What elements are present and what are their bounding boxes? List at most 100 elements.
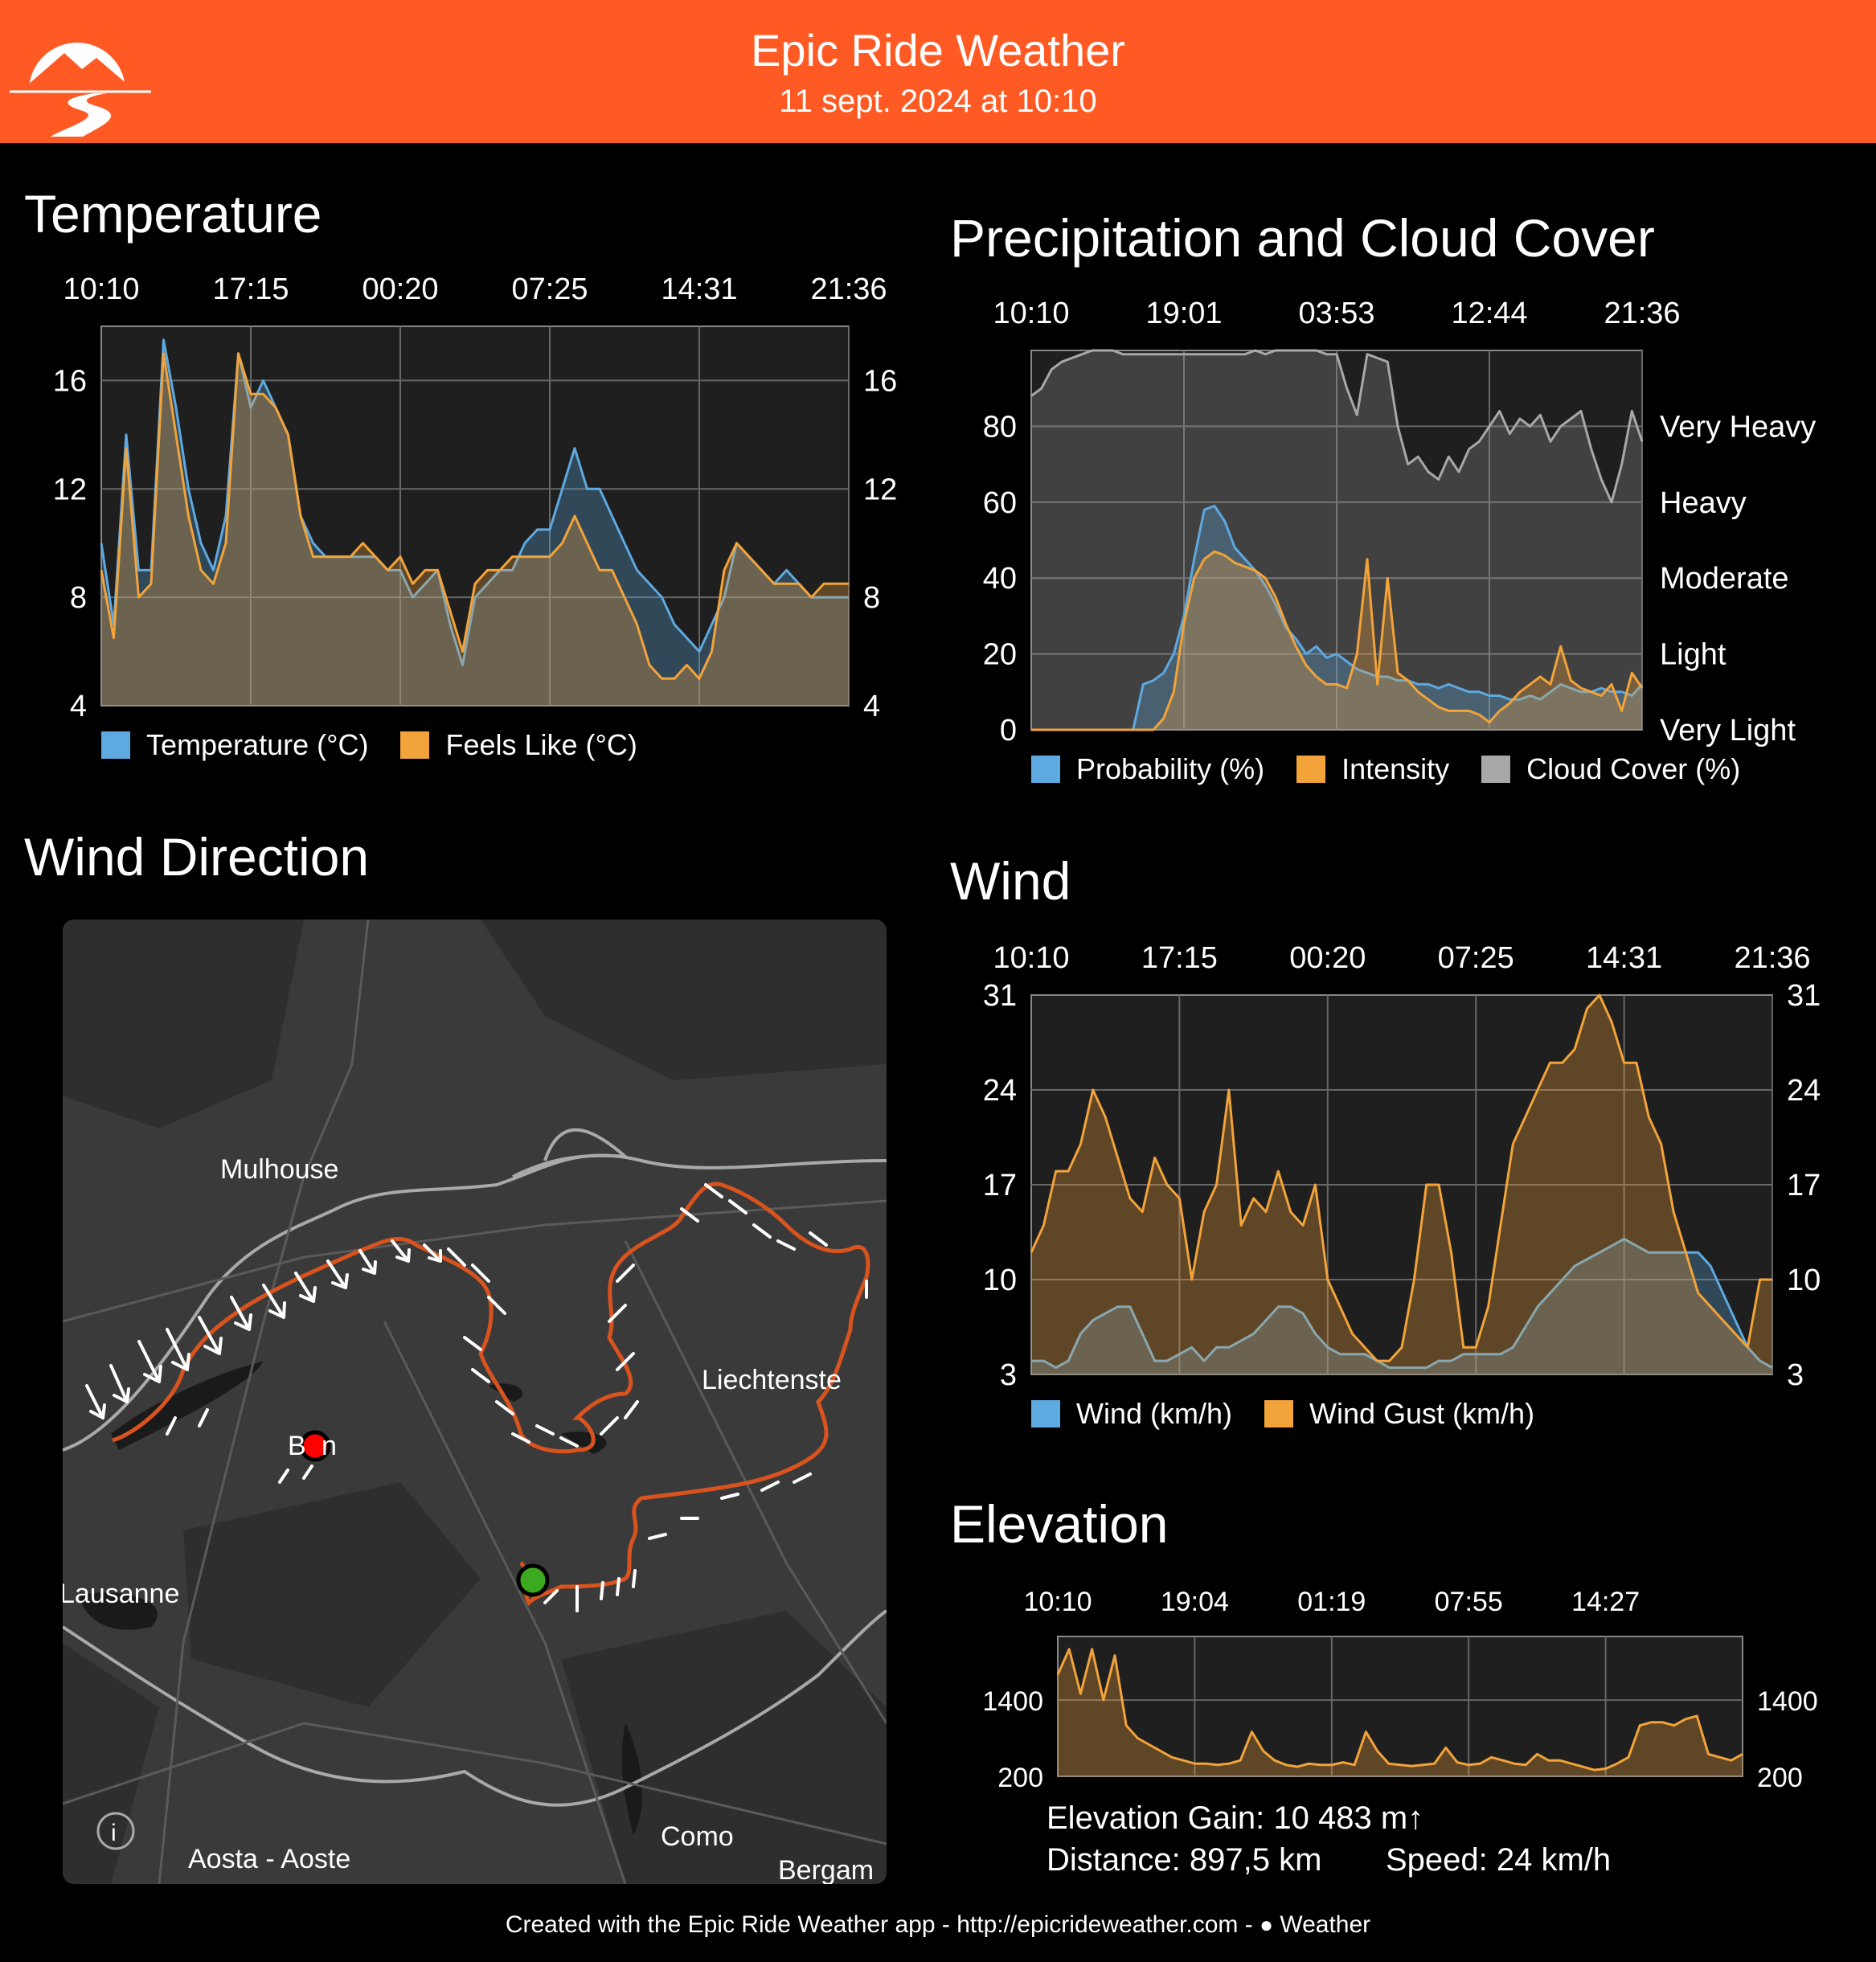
road-network	[63, 920, 887, 1884]
distance: Distance: 897,5 km	[1047, 1842, 1322, 1878]
wind-series-line	[1030, 993, 1772, 1362]
temperature-y-tick-label: 8	[70, 581, 87, 615]
map-canvas: Mulhouse Liechtenste B n Lausanne Aosta …	[63, 920, 887, 1884]
footer-text: Created with the Epic Ride Weather app -…	[505, 1911, 1260, 1938]
legend-swatch-blue	[1031, 1400, 1060, 1427]
elevation-y-tick-label-right: 1400	[1757, 1686, 1818, 1717]
route-line	[112, 1182, 870, 1607]
temperature-y-tick-label: 12	[53, 473, 87, 506]
legend-swatch-orange	[1296, 756, 1326, 783]
wind-y-tick-label-right: 31	[1787, 979, 1821, 1013]
wind-y-tick-label: 24	[983, 1074, 1017, 1108]
precipitation-series-area	[1031, 506, 1642, 730]
svg-text:i: i	[111, 1820, 117, 1846]
map-label-liechtenstein: Liechtenste	[702, 1365, 842, 1395]
temperature-title: Temperature	[24, 184, 322, 244]
legend-item-intensity: Intensity	[1296, 752, 1449, 786]
speed: Speed: 24 km/h	[1386, 1842, 1612, 1878]
wind-x-tick-label: 07:25	[1438, 941, 1514, 975]
precipitation-series-line	[1030, 349, 1644, 504]
terrain-patches	[63, 920, 887, 1884]
legend-item-probability: Probability (%)	[1031, 752, 1264, 786]
temperature-series-area	[101, 339, 849, 706]
wind-direction-map[interactable]: Mulhouse Liechtenste B n Lausanne Aosta …	[63, 920, 887, 1884]
info-icon[interactable]: i	[96, 1812, 135, 1850]
app-header: Epic Ride Weather 11 sept. 2024 at 10:10	[0, 0, 1876, 143]
precipitation-x-tick-label: 19:01	[1145, 297, 1222, 330]
country-borders	[63, 1128, 887, 1807]
precipitation-x-tick-label: 10:10	[993, 297, 1069, 330]
legend-label: Temperature (°C)	[146, 728, 369, 761]
precipitation-intensity-label: Moderate	[1660, 562, 1789, 596]
legend-item-wind: Wind (km/h)	[1031, 1397, 1232, 1431]
wind-y-tick-label: 31	[983, 979, 1017, 1013]
legend-label: Intensity	[1341, 752, 1450, 785]
precipitation-series-area	[1031, 551, 1642, 730]
elevation-y-tick-label-right: 200	[1757, 1763, 1803, 1793]
map-label-bergamo: Bergam	[778, 1855, 874, 1884]
precipitation-intensity-label: Very Light	[1660, 714, 1796, 748]
wind-y-tick-label-right: 3	[1787, 1358, 1804, 1392]
legend-label: Cloud Cover (%)	[1526, 752, 1741, 785]
precipitation-x-tick-label: 12:44	[1451, 297, 1527, 330]
app-title: Epic Ride Weather	[751, 25, 1125, 76]
legend-label: Wind (km/h)	[1076, 1397, 1233, 1430]
map-label-lausanne: Lausanne	[63, 1579, 179, 1609]
wind-y-tick-label-right: 10	[1787, 1264, 1821, 1297]
elevation-y-tick-label: 200	[997, 1763, 1043, 1793]
temperature-y-tick-label: 4	[70, 690, 87, 723]
lakes	[79, 1362, 642, 1836]
temperature-series-line	[100, 352, 849, 680]
elevation-series-area	[1058, 1649, 1743, 1776]
legend-item-feels-like: Feels Like (°C)	[400, 728, 637, 762]
report-timestamp: 11 sept. 2024 at 10:10	[779, 84, 1097, 119]
wind-series-area	[1031, 1239, 1772, 1374]
precipitation-title: Precipitation and Cloud Cover	[950, 208, 1655, 268]
map-label-como: Como	[661, 1821, 734, 1852]
map-label-bern-n: n	[322, 1431, 337, 1461]
precipitation-intensity-label: Light	[1660, 638, 1726, 672]
mountain-road-logo-icon	[10, 43, 151, 137]
green-start-marker[interactable]	[516, 1563, 550, 1597]
precipitation-y-tick-label: 80	[983, 410, 1017, 444]
temperature-series-line	[100, 338, 849, 666]
wind-y-tick-label: 3	[1000, 1358, 1017, 1392]
temperature-x-tick-label: 00:20	[362, 272, 438, 306]
map-label-mulhouse: Mulhouse	[220, 1154, 338, 1185]
legend-swatch-blue	[1031, 756, 1060, 783]
elevation-plot-area	[1057, 1636, 1743, 1777]
apple-icon: ●	[1260, 1912, 1273, 1937]
temperature-x-tick-label: 07:25	[511, 272, 588, 306]
map-labels: Mulhouse Liechtenste B n Lausanne Aosta …	[63, 1154, 874, 1884]
wind-y-tick-label: 10	[983, 1264, 1017, 1297]
temperature-legend: Temperature (°C) Feels Like (°C)	[101, 728, 670, 762]
wind-y-tick-label-right: 17	[1787, 1169, 1821, 1202]
legend-swatch-orange	[1264, 1400, 1294, 1427]
legend-item-temperature: Temperature (°C)	[101, 728, 368, 762]
wind-y-tick-label-right: 24	[1787, 1074, 1821, 1108]
elevation-x-tick-label: 14:27	[1571, 1587, 1640, 1617]
legend-item-cloud-cover: Cloud Cover (%)	[1481, 752, 1740, 786]
temperature-x-tick-label: 10:10	[63, 272, 139, 306]
wind-series-area	[1031, 995, 1772, 1374]
temperature-y-tick-label-right: 8	[863, 581, 880, 615]
temperature-x-tick-label: 17:15	[212, 272, 289, 306]
precipitation-y-tick-label: 60	[983, 486, 1017, 520]
temperature-y-tick-label-right: 4	[863, 690, 880, 723]
footer-weather-label: Weather	[1280, 1911, 1371, 1938]
wind-arrows	[85, 1183, 868, 1612]
red-end-marker[interactable]	[299, 1430, 331, 1462]
legend-swatch-orange	[400, 731, 430, 759]
wind-x-tick-label: 21:36	[1734, 941, 1810, 975]
wind-y-tick-label: 17	[983, 1169, 1017, 1202]
elevation-x-tick-label: 07:55	[1435, 1587, 1503, 1617]
elevation-y-tick-label: 1400	[982, 1686, 1043, 1717]
elevation-x-tick-label: 01:19	[1297, 1587, 1366, 1617]
precipitation-intensity-label: Very Heavy	[1660, 410, 1816, 444]
legend-label: Wind Gust (km/h)	[1309, 1397, 1535, 1430]
wind-x-tick-label: 10:10	[993, 941, 1069, 975]
